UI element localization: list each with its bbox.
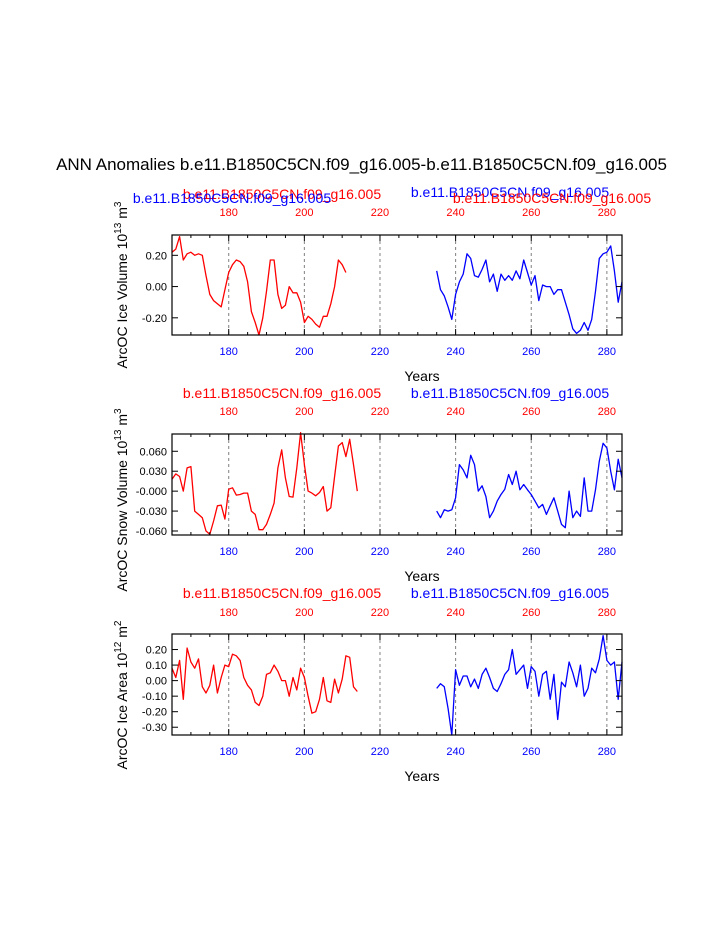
- x-tick-label-top: 240: [446, 406, 464, 418]
- x-tick-label-top: 260: [522, 607, 540, 619]
- case2-label: b.e11.B1850C5CN.f09_g16.005: [411, 385, 609, 401]
- x-tick-label-top: 240: [446, 207, 464, 219]
- x-tick-label-bottom: 220: [371, 346, 389, 358]
- main-title: ANN Anomalies b.e11.B1850C5CN.f09_g16.00…: [56, 155, 667, 174]
- x-tick-label-top: 280: [598, 207, 616, 219]
- panel-ice-area: 0.20 0.10 0.00 -0.10 -0.20 -0.30 180 200 220 240 2…: [113, 585, 623, 784]
- x-tick-label-bottom: 280: [598, 346, 616, 358]
- x-tick-label-bottom: 240: [446, 746, 464, 758]
- x-tick-label-bottom: 180: [220, 346, 238, 358]
- x-tick-label-bottom: 260: [522, 746, 540, 758]
- case1-label-overlap: b.e11.B1850C5CN.f09_g16.005: [453, 190, 651, 206]
- x-axis-title: Years: [404, 568, 439, 584]
- series-line-case1: [171, 235, 347, 336]
- x-tick-label-top: 220: [371, 607, 389, 619]
- y-axis-title: ArcOC Ice Volume 1013 m3: [113, 201, 130, 368]
- y-tick-label: 0.00: [146, 282, 167, 294]
- y-axis-title: ArcOC Snow Volume 1013 m3: [113, 408, 130, 592]
- x-tick-label-top: 240: [446, 607, 464, 619]
- series-line-case2: [436, 634, 623, 736]
- y-tick-label: -0.060: [136, 526, 167, 538]
- y-tick-label: -0.000: [136, 486, 167, 498]
- series-line-case2: [436, 245, 623, 335]
- y-tick-label: -0.030: [136, 506, 167, 518]
- x-tick-label-bottom: 220: [371, 546, 389, 558]
- panel-snow-volume: 0.060 0.030 -0.000 -0.030 -0.060 180 200 220 240…: [113, 385, 623, 592]
- y-tick-label: -0.10: [142, 691, 167, 703]
- x-tick-label-top: 180: [220, 406, 238, 418]
- case2-label-overlap: b.e11.B1850C5CN.f09_g16.005: [133, 190, 331, 206]
- x-tick-label-top: 220: [371, 406, 389, 418]
- x-tick-label-bottom: 200: [295, 746, 313, 758]
- x-tick-label-top: 260: [522, 406, 540, 418]
- x-tick-label-bottom: 240: [446, 346, 464, 358]
- case1-label: b.e11.B1850C5CN.f09_g16.005: [183, 186, 381, 202]
- x-tick-label-top: 280: [598, 607, 616, 619]
- x-tick-label-top: 220: [371, 207, 389, 219]
- series-line-case2: [436, 442, 623, 529]
- x-tick-label-bottom: 280: [598, 746, 616, 758]
- y-tick-label: -0.30: [142, 722, 167, 734]
- x-tick-label-top: 180: [220, 207, 238, 219]
- x-tick-label-bottom: 220: [371, 746, 389, 758]
- x-tick-label-bottom: 180: [220, 746, 238, 758]
- case1-label: b.e11.B1850C5CN.f09_g16.005: [183, 585, 381, 601]
- y-tick-label: 0.10: [146, 660, 167, 672]
- y-tick-label: -0.20: [142, 313, 167, 325]
- y-tick-label: 0.00: [146, 676, 167, 688]
- y-axis-title: ArcOC Ice Area 1012 m2: [113, 620, 130, 769]
- x-tick-label-top: 180: [220, 607, 238, 619]
- case1-label: b.e11.B1850C5CN.f09_g16.005: [183, 385, 381, 401]
- x-tick-label-bottom: 240: [446, 546, 464, 558]
- x-tick-label-bottom: 260: [522, 546, 540, 558]
- y-tick-label: 0.20: [146, 250, 167, 262]
- x-tick-label-bottom: 180: [220, 546, 238, 558]
- x-axis-title: Years: [404, 768, 439, 784]
- case2-label: b.e11.B1850C5CN.f09_g16.005: [411, 585, 609, 601]
- x-tick-label-top: 200: [295, 406, 313, 418]
- x-tick-label-bottom: 260: [522, 346, 540, 358]
- plot-frame: [171, 433, 623, 536]
- x-tick-label-top: 200: [295, 207, 313, 219]
- x-tick-label-bottom: 200: [295, 346, 313, 358]
- x-tick-label-top: 280: [598, 406, 616, 418]
- x-tick-label-bottom: 200: [295, 546, 313, 558]
- x-tick-label-bottom: 280: [598, 546, 616, 558]
- x-tick-label-top: 200: [295, 607, 313, 619]
- series-line-case1: [171, 647, 358, 714]
- case2-label: b.e11.B1850C5CN.f09_g16.005: [411, 184, 609, 200]
- plot-frame: [171, 234, 623, 336]
- plot-frame: [171, 633, 623, 736]
- y-tick-label: 0.030: [139, 466, 167, 478]
- y-tick-label: -0.20: [142, 707, 167, 719]
- x-axis-title: Years: [404, 368, 439, 384]
- y-tick-label: 0.20: [146, 645, 167, 657]
- x-tick-label-top: 260: [522, 207, 540, 219]
- y-tick-label: 0.060: [139, 446, 167, 458]
- panel-ice-volume: 0.20 0.00 -0.20 180 200 220 240 260 280 180 200 220…: [113, 184, 651, 384]
- series-line-case1: [171, 432, 358, 535]
